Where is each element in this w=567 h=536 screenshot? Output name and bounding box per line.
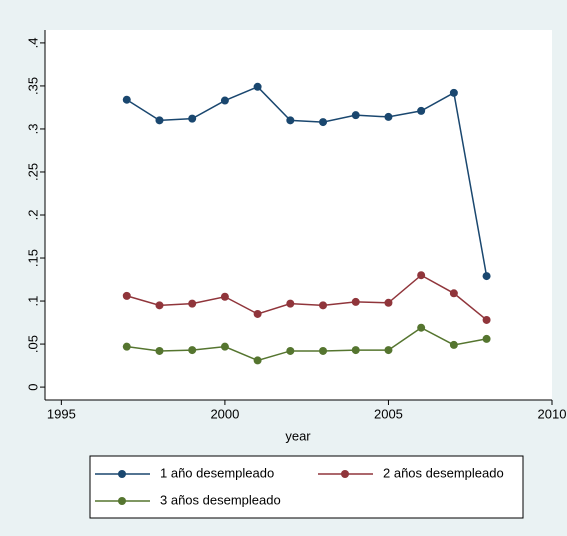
y-tick-label: .1 [25,296,40,307]
x-tick-label: 2000 [210,406,239,421]
y-tick-label: .05 [25,335,40,353]
point [319,118,328,127]
point [253,356,262,365]
point [384,112,393,121]
point [286,346,295,355]
legend-label: 2 años desempleado [383,465,504,480]
point [220,96,229,105]
point [220,342,229,351]
legend-label: 1 año desempleado [160,465,274,480]
point [482,315,491,324]
series-line [126,326,487,362]
point [482,334,491,343]
legend-marker [118,470,126,478]
point [417,323,426,332]
point [449,88,458,97]
x-tick-label: 1995 [47,406,76,421]
point [122,342,131,351]
x-tick-label: 2010 [538,406,567,421]
point [188,299,197,308]
plot-area [45,30,552,400]
point [351,297,360,306]
legend-label: 3 años desempleado [160,492,281,507]
point [122,291,131,300]
point [449,340,458,349]
y-tick-label: .4 [25,37,40,48]
point [319,346,328,355]
x-tick-label: 2005 [374,406,403,421]
y-tick-label: .15 [25,249,40,267]
point [384,298,393,307]
point [417,106,426,115]
point [286,116,295,125]
point [253,82,262,91]
legend [89,455,524,519]
y-tick-label: .3 [25,124,40,135]
x-axis-title: year [285,428,311,443]
point [351,111,360,120]
series-line [126,85,488,277]
point [220,292,229,301]
point [188,114,197,123]
point [155,346,164,355]
point [253,309,262,318]
series-line [126,274,488,321]
legend-marker [341,470,349,478]
point [319,301,328,310]
y-tick-label: .35 [25,77,40,95]
legend-marker [118,497,126,505]
point [417,271,426,280]
y-tick-label: 0 [25,383,40,390]
y-tick-label: .25 [25,163,40,181]
point [155,116,164,125]
point [188,346,197,355]
point [286,299,295,308]
point [122,95,131,104]
point [155,301,164,310]
point [482,272,491,281]
point [449,289,458,298]
y-tick-label: .2 [25,210,40,221]
point [351,346,360,355]
point [384,346,393,355]
